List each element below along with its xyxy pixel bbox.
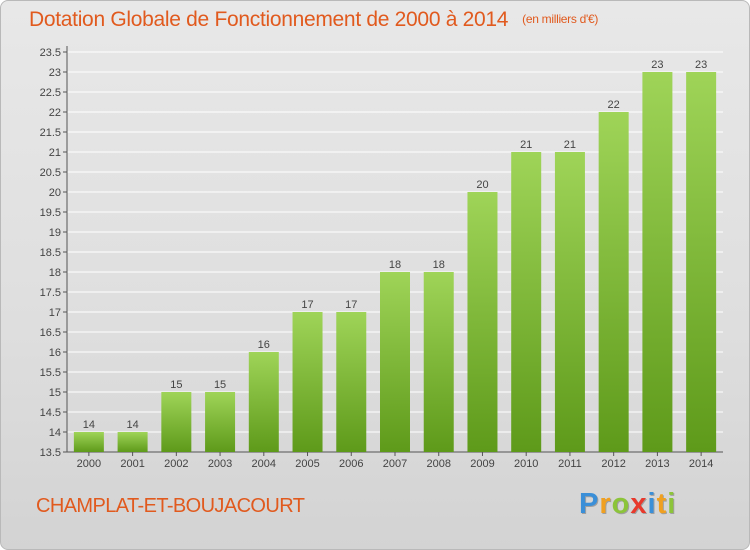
y-tick-label: 21.5 — [40, 127, 61, 139]
bar-value-label: 23 — [651, 59, 663, 71]
bar-value-label: 16 — [258, 339, 270, 351]
y-tick-label: 14.5 — [40, 407, 61, 419]
y-tick-label: 20 — [49, 187, 61, 199]
bar-value-label: 20 — [476, 179, 488, 191]
x-tick-label: 2003 — [208, 458, 232, 470]
y-tick-label: 23 — [49, 67, 61, 79]
y-tick-label: 19.5 — [40, 207, 61, 219]
x-tick-label: 2010 — [514, 458, 538, 470]
x-tick-label: 2000 — [77, 458, 101, 470]
bar-value-label: 18 — [433, 259, 445, 271]
bar-value-label: 15 — [170, 379, 182, 391]
bar-value-label: 21 — [564, 139, 576, 151]
bar-2006 — [336, 312, 367, 452]
bar-value-label: 21 — [520, 139, 532, 151]
y-tick-label: 13.5 — [40, 447, 61, 459]
x-tick-label: 2001 — [120, 458, 144, 470]
x-tick-label: 2011 — [558, 458, 582, 470]
commune-name: CHAMPLAT-ET-BOUJACOURT — [36, 495, 305, 517]
title-text: Dotation Globale de Fonctionnement de 20… — [29, 8, 509, 31]
bar-2010 — [511, 152, 542, 452]
logo-letter: r — [599, 488, 612, 520]
bar-value-label: 14 — [126, 419, 138, 431]
y-tick-label: 22 — [49, 107, 61, 119]
bar-value-label: 17 — [345, 299, 357, 311]
x-axis-ticks: 2000 2001 2002 2003 2004 2005 2006 2007 2008 2009… — [77, 452, 713, 470]
logo-letter: x — [630, 488, 648, 520]
bar-2005 — [292, 312, 323, 452]
chart-subtitle: (en milliers d'€) — [522, 12, 599, 26]
x-tick-label: 2008 — [426, 458, 450, 470]
y-tick-label: 22.5 — [40, 87, 61, 99]
bar-2002 — [161, 392, 192, 452]
y-tick-label: 17.5 — [40, 287, 61, 299]
y-tick-label: 16.5 — [40, 327, 61, 339]
y-tick-label: 19 — [49, 227, 61, 239]
bar-2001 — [117, 432, 148, 452]
x-tick-label: 2009 — [470, 458, 494, 470]
logo-letter: P — [579, 488, 600, 520]
y-axis-ticks: 13.5 14 14.5 15 15.5 16 16.5 17 17.5 18 18.5 19 19.5… — [40, 47, 67, 459]
bar-2011 — [554, 152, 585, 452]
x-tick-label: 2006 — [339, 458, 363, 470]
x-tick-label: 2007 — [383, 458, 407, 470]
proxiti-logo: Proxiti — [579, 488, 676, 521]
y-tick-label: 17 — [49, 307, 61, 319]
bar-value-label: 23 — [695, 59, 707, 71]
bar-value-label: 18 — [389, 259, 401, 271]
y-tick-label: 16 — [49, 347, 61, 359]
y-tick-label: 20.5 — [40, 167, 61, 179]
y-tick-label: 15.5 — [40, 367, 61, 379]
bar-2000 — [73, 432, 104, 452]
logo-letter: t — [656, 488, 668, 520]
bar-value-labels: 14 14 15 15 16 17 17 18 18 20 21 21 22 23 23 — [83, 59, 708, 431]
y-tick-label: 15 — [49, 387, 61, 399]
bar-2009 — [467, 192, 498, 452]
bar-2007 — [380, 272, 410, 452]
bar-2013 — [642, 72, 673, 452]
bar-value-label: 17 — [301, 299, 313, 311]
x-tick-label: 2012 — [601, 458, 625, 470]
y-tick-label: 18 — [49, 267, 61, 279]
bar-2003 — [205, 392, 236, 452]
logo-letter: i — [647, 488, 657, 520]
x-tick-label: 2004 — [252, 458, 276, 470]
y-tick-label: 23.5 — [40, 47, 61, 59]
y-tick-label: 14 — [49, 427, 61, 439]
bar-value-label: 14 — [83, 419, 95, 431]
bar-2014 — [686, 72, 717, 452]
y-tick-label: 21 — [49, 147, 61, 159]
x-tick-label: 2002 — [164, 458, 188, 470]
bar-value-label: 15 — [214, 379, 226, 391]
chart-title: Dotation Globale de Fonctionnement de 20… — [29, 8, 598, 32]
logo-letter: o — [611, 488, 631, 520]
bar-2008 — [423, 272, 454, 452]
bar-2004 — [248, 352, 279, 452]
bar-value-label: 22 — [608, 99, 620, 111]
bar-2012 — [598, 112, 629, 452]
logo-letter: i — [667, 488, 677, 520]
y-tick-label: 18.5 — [40, 247, 61, 259]
x-tick-label: 2014 — [689, 458, 713, 470]
x-tick-label: 2005 — [295, 458, 319, 470]
x-tick-label: 2013 — [645, 458, 669, 470]
bars — [73, 72, 717, 452]
